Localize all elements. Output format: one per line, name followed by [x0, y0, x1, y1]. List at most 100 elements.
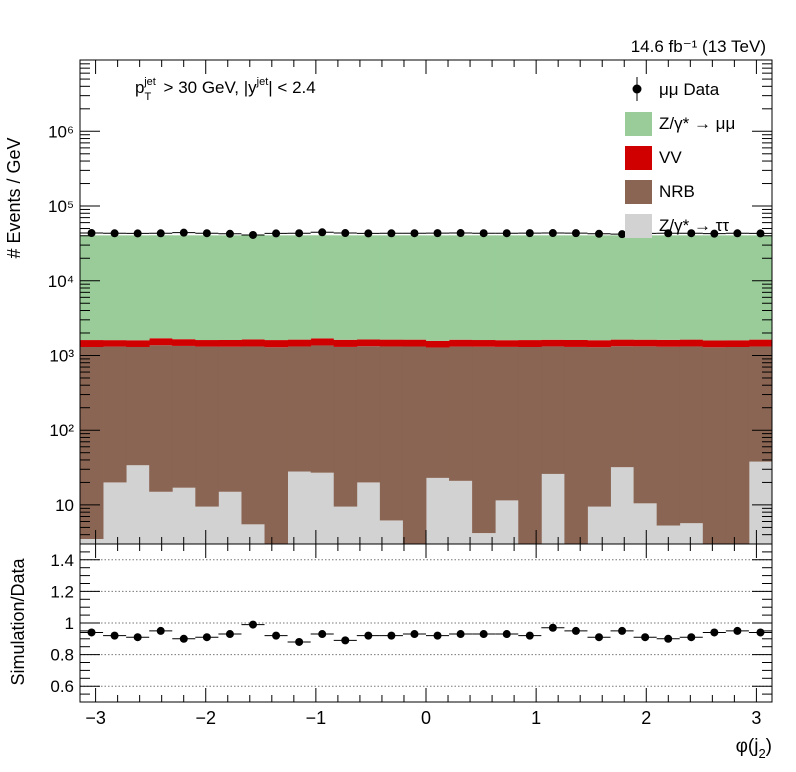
- ratio-point: [179, 634, 188, 643]
- ratio-point: [202, 633, 211, 642]
- bar-vv: [402, 339, 427, 347]
- bar-vv: [426, 340, 450, 348]
- ratio-point: [710, 628, 719, 637]
- bar-vv: [495, 340, 519, 347]
- bar-z: [725, 235, 750, 341]
- bar-z: [287, 471, 312, 544]
- bar-vv: [126, 340, 150, 347]
- data-point: [295, 229, 304, 238]
- bar-z: [356, 482, 381, 544]
- bar-vv: [725, 340, 750, 348]
- bar-vv: [333, 339, 358, 347]
- bar-z: [356, 235, 381, 340]
- bar-z: [495, 500, 519, 544]
- x-tick-label: 3: [751, 708, 761, 728]
- bar-z: [310, 472, 335, 544]
- bar-nrb: [702, 347, 727, 544]
- ratio-point: [571, 626, 580, 635]
- bar-vv: [172, 339, 196, 346]
- bar-z: [587, 235, 611, 341]
- bar-vv: [656, 339, 681, 347]
- ratio-y-tick-label: 1.4: [50, 551, 74, 570]
- bar-z: [218, 235, 242, 340]
- bar-nrb: [426, 347, 450, 478]
- bar-nrb: [725, 347, 750, 544]
- legend-label: VV: [659, 148, 682, 167]
- ratio-point: [433, 631, 442, 640]
- bar-vv: [80, 340, 104, 347]
- bar-nrb: [172, 345, 196, 488]
- bar-z: [80, 235, 104, 341]
- bar-vv: [564, 340, 588, 347]
- ratio-y-tick-label: 0.6: [50, 677, 74, 696]
- x-tick-label: 2: [641, 708, 651, 728]
- bar-z: [195, 506, 219, 544]
- ratio-point: [618, 626, 627, 635]
- y-tick-label: 10³: [49, 346, 74, 365]
- legend-marker: [632, 84, 642, 94]
- ratio-point: [548, 623, 557, 632]
- data-point: [202, 229, 211, 238]
- x-tick-label: 0: [421, 708, 431, 728]
- data-point: [456, 229, 465, 238]
- bar-z: [426, 235, 450, 341]
- bar-z: [310, 235, 335, 339]
- ratio-point: [664, 634, 673, 643]
- bar-vv: [748, 339, 773, 347]
- ratio-point: [687, 633, 696, 642]
- bar-z: [449, 235, 473, 340]
- ratio-point: [641, 633, 650, 642]
- data-point: [664, 229, 673, 238]
- data-point: [364, 229, 373, 238]
- bar-vv: [356, 339, 381, 347]
- x-tick-label: −2: [195, 708, 216, 728]
- ratio-point: [756, 628, 765, 637]
- data-point: [687, 229, 696, 238]
- bar-nrb: [310, 345, 335, 473]
- bar-z: [679, 235, 704, 340]
- data-point: [318, 228, 327, 237]
- bar-nrb: [748, 346, 773, 462]
- bar-nrb: [633, 346, 658, 504]
- bar-vv: [587, 340, 611, 348]
- bar-z: [126, 465, 150, 544]
- bar-nrb: [287, 346, 312, 472]
- legend-swatch: [625, 146, 652, 170]
- data-point: [595, 229, 603, 238]
- y-tick-label: 10²: [49, 421, 74, 440]
- bar-z: [149, 235, 173, 339]
- bar-z: [472, 235, 496, 341]
- bar-z: [80, 539, 104, 544]
- data-point: [502, 229, 511, 238]
- legend-swatch: [625, 180, 652, 204]
- bar-vv: [472, 340, 496, 347]
- data-point: [618, 230, 627, 239]
- data-point: [272, 229, 281, 238]
- main-panel: 10 10² 10³ 10⁴ 10⁵ 10⁶ 14.6 fb⁻¹ (13 TeV) pTj…: [4, 37, 773, 545]
- bar-z: [195, 235, 219, 341]
- bar-z: [564, 235, 588, 340]
- bar-z: [679, 523, 704, 544]
- ratio-point: [249, 620, 257, 629]
- bar-nrb: [195, 346, 219, 507]
- bar-z: [103, 482, 127, 544]
- bar-vv: [195, 340, 219, 347]
- bar-z: [149, 491, 173, 544]
- ratio-point: [272, 631, 281, 640]
- ratio-y-tick-label: 1: [65, 614, 74, 633]
- ratio-point: [87, 628, 96, 637]
- bar-nrb: [564, 346, 588, 544]
- bar-nrb: [126, 346, 150, 466]
- y-tick-label: 10: [55, 496, 74, 515]
- data-point: [410, 229, 419, 238]
- ratio-point: [364, 631, 373, 640]
- y-tick-label: 10⁵: [48, 197, 74, 216]
- bar-z: [103, 235, 127, 341]
- data-point: [571, 229, 580, 238]
- ratio-y-tick-label: 0.8: [50, 646, 74, 665]
- bar-z: [333, 506, 358, 544]
- bar-vv: [541, 339, 565, 347]
- bar-nrb: [472, 346, 496, 534]
- bar-nrb: [541, 346, 565, 474]
- bar-z: [172, 487, 196, 544]
